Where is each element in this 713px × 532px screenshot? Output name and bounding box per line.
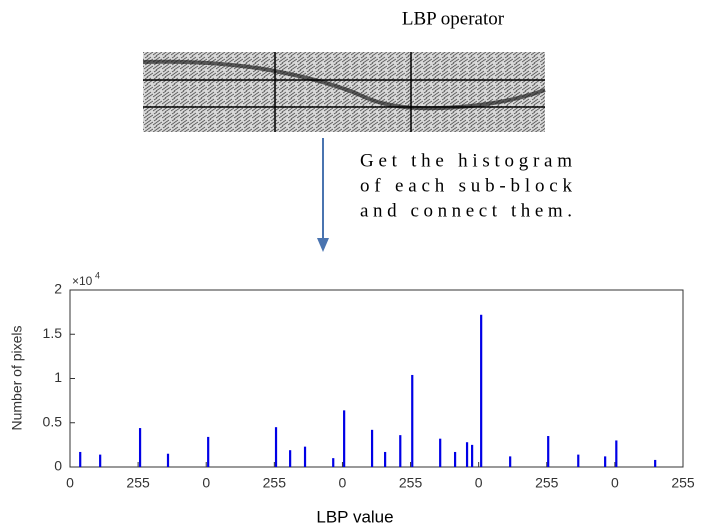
y-tick-label: 0.5 — [43, 413, 63, 429]
x-tick-label: 255 — [399, 475, 423, 491]
y-axis-label: Number of pixels — [9, 325, 25, 430]
x-axis-label: LBP value — [316, 507, 393, 526]
bar — [343, 410, 345, 467]
x-tick-label: 255 — [671, 475, 695, 491]
bar — [604, 456, 606, 467]
bar — [509, 456, 511, 467]
bar — [411, 375, 413, 467]
x-tick-label: 0 — [339, 475, 347, 491]
bar — [654, 460, 656, 467]
bar — [289, 450, 291, 467]
x-tick-label: 255 — [263, 475, 287, 491]
bar — [167, 454, 169, 467]
axes-frame — [70, 290, 683, 467]
bar — [466, 442, 468, 467]
bar — [79, 452, 81, 467]
bar — [480, 315, 482, 467]
y-tick-label: 2 — [54, 281, 62, 297]
bar — [399, 435, 401, 467]
bar — [454, 452, 456, 467]
x-tick-label: 255 — [126, 475, 150, 491]
x-tick-label: 0 — [66, 475, 74, 491]
y-tick-label: 1.5 — [43, 325, 63, 341]
bar — [439, 439, 441, 467]
title: LBP operator — [402, 8, 505, 29]
caption-line: of each sub-block — [360, 175, 573, 196]
bar — [577, 455, 579, 467]
bar — [275, 427, 277, 467]
x-tick-label: 0 — [475, 475, 483, 491]
bar — [207, 437, 209, 467]
bar — [304, 447, 306, 467]
y-tick-label: 0 — [54, 458, 62, 474]
bar — [139, 428, 141, 467]
x-tick-label: 255 — [535, 475, 559, 491]
bar — [332, 458, 334, 467]
figure: LBP operator Get the histogram of each s… — [0, 0, 713, 532]
x-tick-label: 0 — [202, 475, 210, 491]
bar — [371, 430, 373, 467]
y-tick-label: 1 — [54, 369, 62, 385]
bar — [615, 440, 617, 467]
bar — [547, 436, 549, 467]
bar — [99, 455, 101, 467]
bar — [384, 452, 386, 467]
caption-line: Get the histogram — [360, 150, 572, 171]
arrow — [317, 138, 329, 252]
y-exponent: 4 — [95, 270, 100, 280]
x-tick-label: 0 — [611, 475, 619, 491]
lbp-image — [143, 52, 545, 132]
caption-line: and connect them. — [360, 200, 572, 221]
bar — [471, 445, 473, 467]
y-multiplier: ×10 — [72, 274, 93, 288]
